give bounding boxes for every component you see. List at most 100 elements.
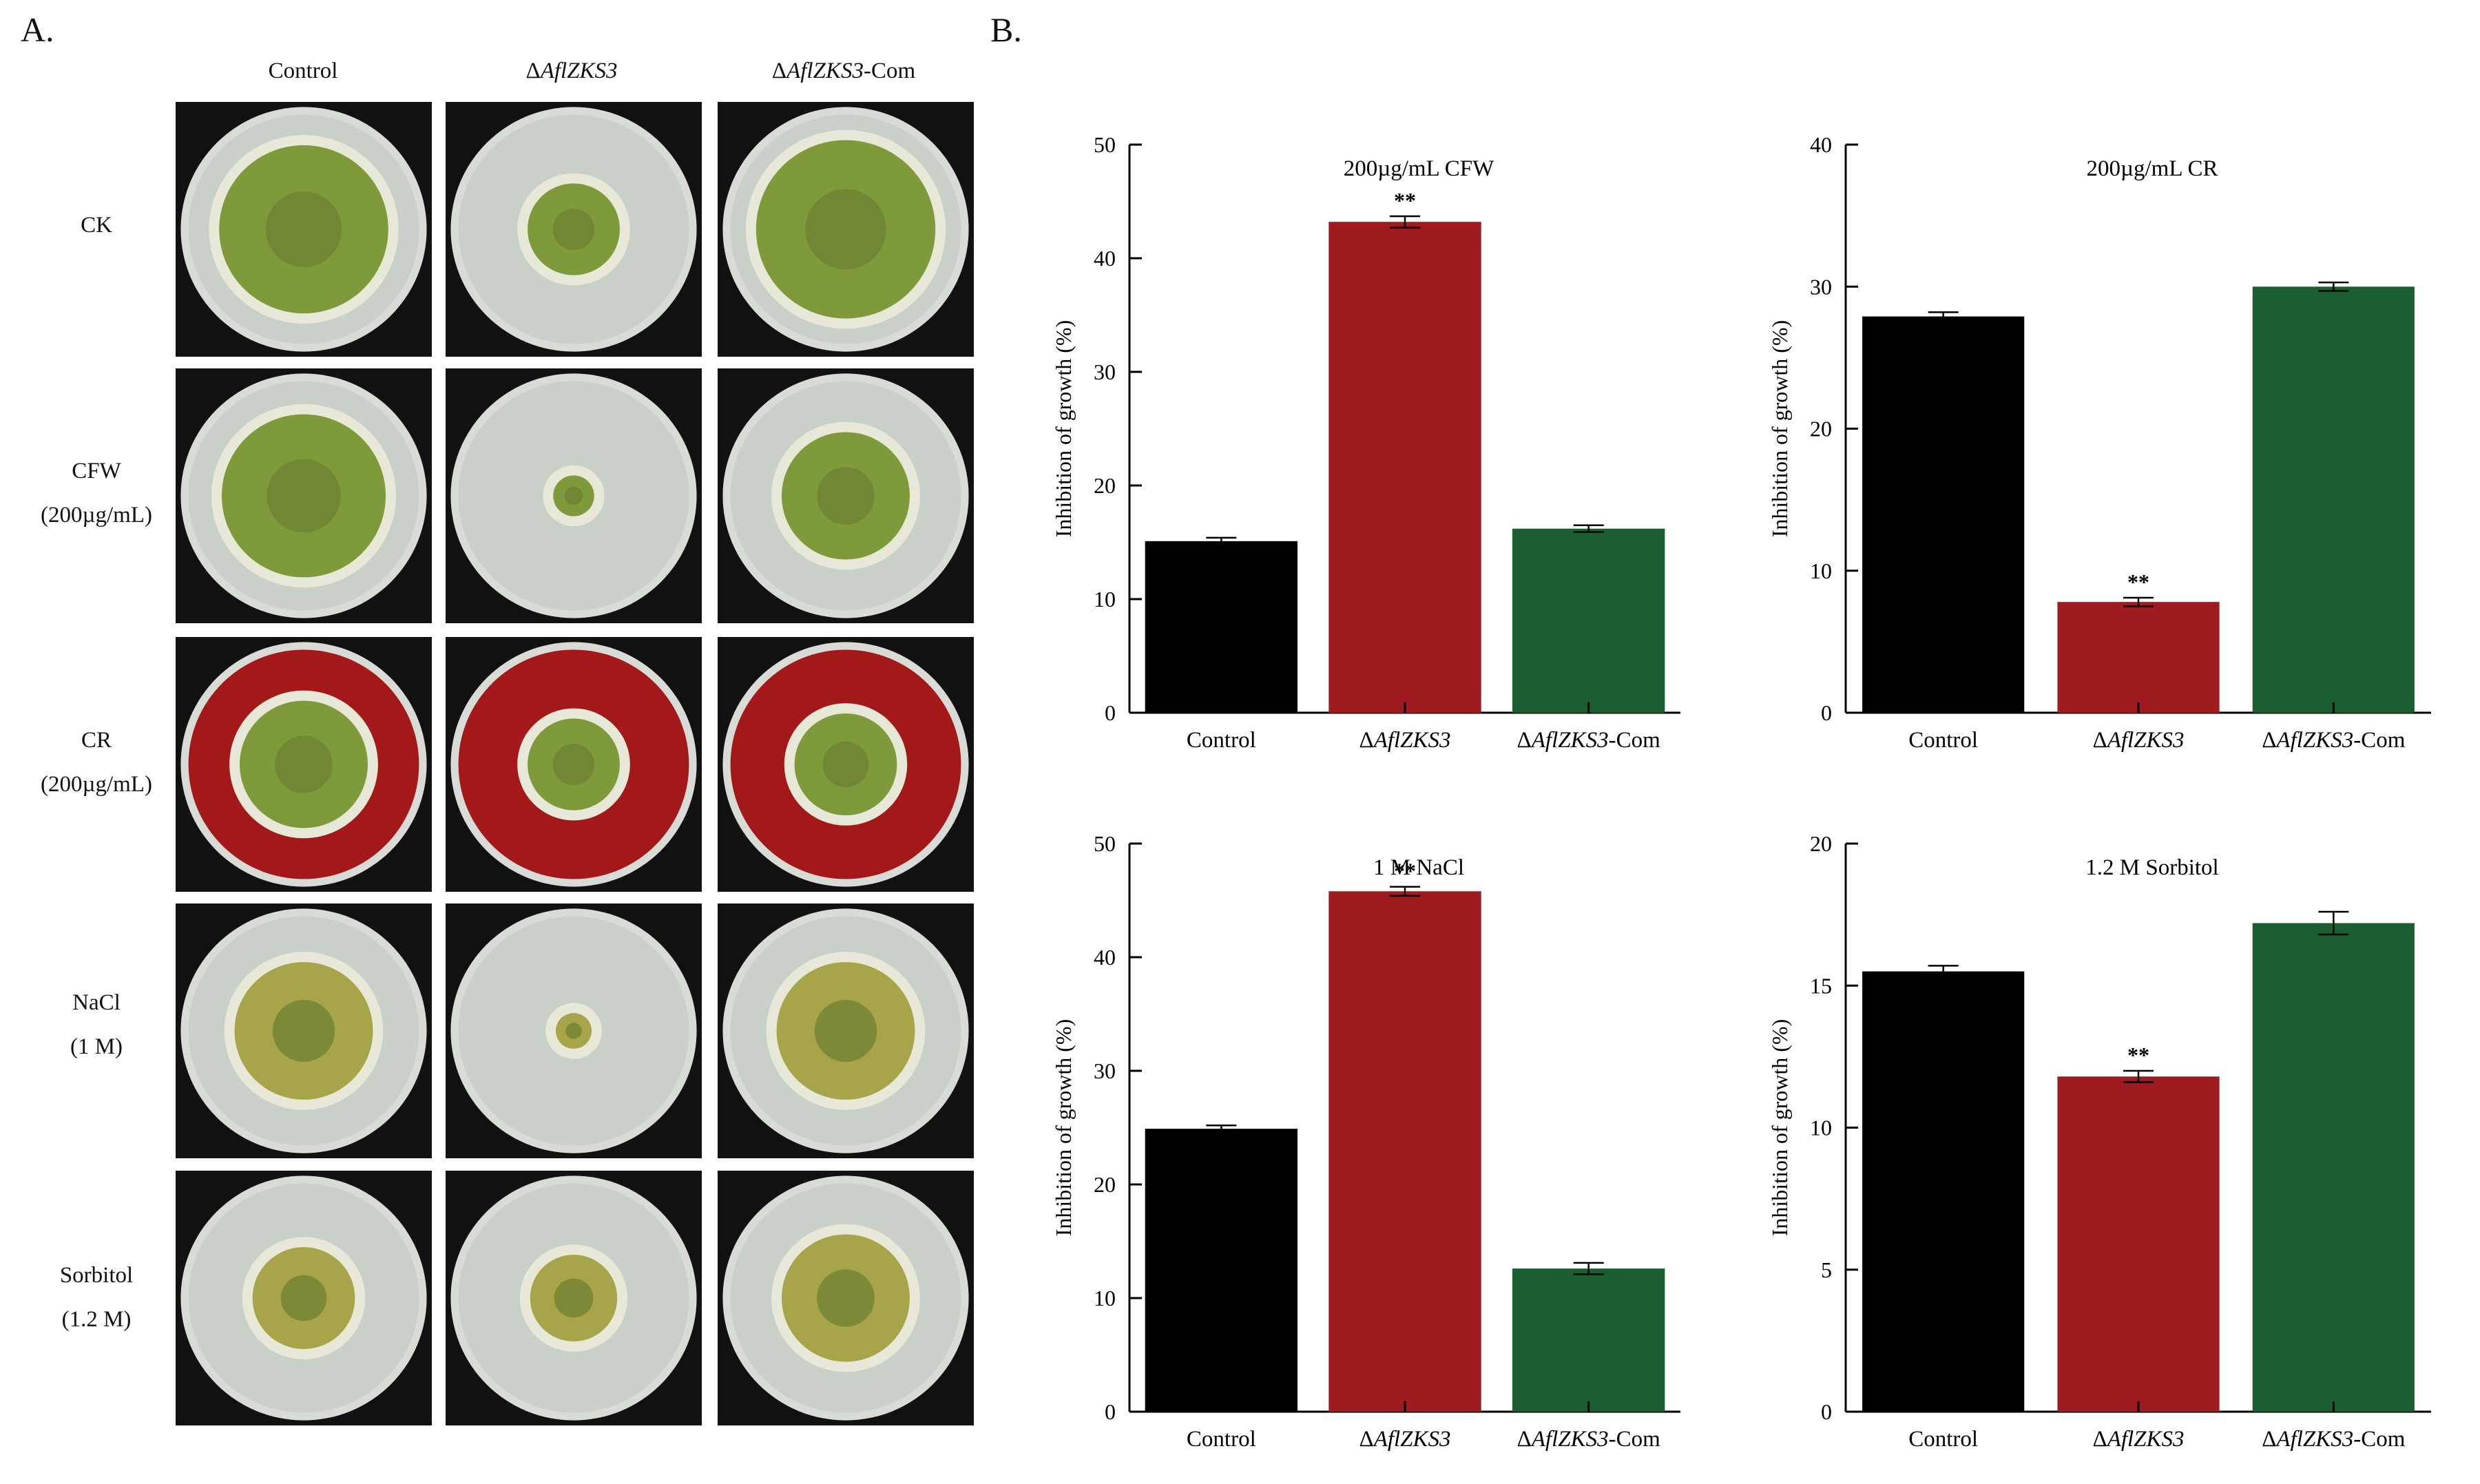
error-bar-2 xyxy=(1573,1262,1604,1275)
significance-label-1: ** xyxy=(1394,188,1416,213)
error-bar-0 xyxy=(1928,965,1959,979)
y-tick-label-2: 20 xyxy=(1094,473,1116,498)
row-label-cr: CR (200µg/mL) xyxy=(41,728,152,797)
y-tick-label-3: 30 xyxy=(1810,274,1832,299)
plate-photo-row5-col1 xyxy=(176,1171,432,1425)
y-tick-label-3: 30 xyxy=(1094,359,1116,384)
error-bar-2 xyxy=(2318,910,2349,936)
bar-1 xyxy=(1328,891,1481,1412)
y-tick-label-1: 10 xyxy=(1810,558,1832,583)
row-label-nacl: NaCl (1 M) xyxy=(70,990,123,1059)
bar-1 xyxy=(2057,602,2220,713)
error-bar-1 xyxy=(1390,215,1420,229)
plate-photo-row3-col1 xyxy=(176,637,432,892)
plate-photo-row3-col3 xyxy=(718,637,974,892)
panel-b-letter: B. xyxy=(990,10,1022,49)
category-label-0: Control xyxy=(1187,1427,1256,1452)
chart-sorbitol: 0 5 10 15 20 Inhibition of growth (%) 1.2 M So… xyxy=(1767,831,2431,1452)
y-axis-label: Inhibition of growth (%) xyxy=(1767,1019,1792,1237)
chart-nacl: 0 10 20 30 40 50 Inhibition of growth (%) 1 M N… xyxy=(1051,831,1680,1452)
bar-2 xyxy=(1512,528,1665,713)
plate-photo-row1-col3 xyxy=(718,102,974,357)
plate-photo-row1-col2 xyxy=(446,102,702,357)
y-tick-label-1: 5 xyxy=(1821,1257,1832,1282)
plate-photo-row1-col1 xyxy=(176,102,432,357)
category-label-0: Control xyxy=(1908,1427,1978,1452)
bar-0 xyxy=(1145,541,1298,713)
y-tick-label-5: 50 xyxy=(1094,831,1116,856)
y-tick-label-5: 50 xyxy=(1094,132,1116,157)
chart-cfw: 0 10 20 30 40 50 Inhibition of growth (%) 200µg… xyxy=(1051,132,1680,753)
y-tick-label-2: 20 xyxy=(1094,1172,1116,1197)
plate-photo-row2-col1 xyxy=(176,368,432,623)
error-bar-1 xyxy=(1390,886,1420,897)
category-label-2: ΔAflZKS3-Com xyxy=(2262,728,2406,753)
y-tick-label-4: 20 xyxy=(1810,831,1832,856)
plate-photo-row2-col2 xyxy=(446,368,702,623)
category-label-1: ΔAflZKS3 xyxy=(2092,1427,2184,1452)
plate-photo-row5-col3 xyxy=(718,1171,974,1425)
y-tick-label-1: 10 xyxy=(1094,1286,1116,1310)
column-header-mutant: ΔAflZKS3 xyxy=(525,59,618,83)
error-bar-0 xyxy=(1206,1124,1237,1133)
y-tick-label-2: 10 xyxy=(1810,1116,1832,1140)
y-tick-label-3: 30 xyxy=(1094,1058,1116,1083)
bar-2 xyxy=(1512,1268,1665,1412)
bar-1 xyxy=(2057,1076,2220,1412)
bar-0 xyxy=(1862,316,2025,713)
chart-cr: 0 10 20 30 40 Inhibition of growth (%) 200µg/m… xyxy=(1767,132,2431,753)
y-tick-label-0: 0 xyxy=(1821,700,1832,725)
y-tick-label-2: 20 xyxy=(1810,417,1832,441)
y-tick-label-0: 0 xyxy=(1105,1399,1116,1424)
y-tick-label-4: 40 xyxy=(1810,132,1832,157)
panel-a-letter: A. xyxy=(21,10,54,49)
panel-a-plate-grid: Control ΔAflZKS3 ΔAflZKS3-Com CK CFW (20… xyxy=(0,0,978,1484)
y-tick-label-3: 15 xyxy=(1810,973,1832,998)
y-axis-label: Inhibition of growth (%) xyxy=(1051,320,1076,538)
category-label-1: ΔAflZKS3 xyxy=(2092,728,2184,753)
significance-label-1: ** xyxy=(2127,569,2149,594)
error-bar-2 xyxy=(2318,281,2349,292)
bar-0 xyxy=(1145,1129,1298,1412)
error-bar-2 xyxy=(1573,524,1604,533)
plate-photo-row3-col2 xyxy=(446,637,702,892)
error-bar-0 xyxy=(1206,536,1237,546)
plate-photo-row4-col3 xyxy=(718,903,974,1158)
category-label-2: ΔAflZKS3-Com xyxy=(1517,1427,1661,1452)
category-label-2: ΔAflZKS3-Com xyxy=(2262,1427,2406,1452)
category-label-2: ΔAflZKS3-Com xyxy=(1517,728,1661,753)
row-label-cfw: CFW (200µg/mL) xyxy=(41,459,152,527)
chart-title: 200µg/mL CR xyxy=(2086,156,2218,181)
bar-0 xyxy=(1862,971,2025,1412)
plate-photo-row4-col1 xyxy=(176,903,432,1158)
y-tick-label-1: 10 xyxy=(1094,587,1116,612)
y-tick-label-4: 40 xyxy=(1094,246,1116,271)
category-label-1: ΔAflZKS3 xyxy=(1359,1427,1450,1452)
error-bar-1 xyxy=(2123,1069,2154,1083)
chart-title: 1.2 M Sorbitol xyxy=(2085,855,2218,880)
plate-photo-row2-col3 xyxy=(718,368,974,623)
y-tick-label-0: 0 xyxy=(1821,1399,1832,1424)
plate-photo-row5-col2 xyxy=(446,1171,702,1425)
error-bar-1 xyxy=(2123,596,2154,607)
significance-label-1: ** xyxy=(1394,859,1416,884)
y-axis-label: Inhibition of growth (%) xyxy=(1051,1019,1076,1237)
plate-photo-row4-col2 xyxy=(446,903,702,1158)
error-bar-0 xyxy=(1928,311,1959,322)
column-header-complemented: ΔAflZKS3-Com xyxy=(771,59,916,83)
bar-1 xyxy=(1328,222,1481,713)
y-tick-label-0: 0 xyxy=(1105,700,1116,725)
significance-label-1: ** xyxy=(2127,1043,2149,1067)
category-label-0: Control xyxy=(1187,728,1256,753)
row-label-ck: CK xyxy=(81,213,112,238)
row-label-sorbitol: Sorbitol (1.2 M) xyxy=(59,1263,134,1332)
y-axis-label: Inhibition of growth (%) xyxy=(1767,320,1792,538)
category-label-0: Control xyxy=(1908,728,1978,753)
bar-2 xyxy=(2252,286,2415,713)
chart-title: 1 M NaCl xyxy=(1373,855,1464,880)
y-tick-label-4: 40 xyxy=(1094,945,1116,970)
bar-2 xyxy=(2252,923,2415,1412)
category-label-1: ΔAflZKS3 xyxy=(1359,728,1450,753)
chart-title: 200µg/mL CFW xyxy=(1344,156,1494,181)
column-header-control: Control xyxy=(268,59,338,83)
